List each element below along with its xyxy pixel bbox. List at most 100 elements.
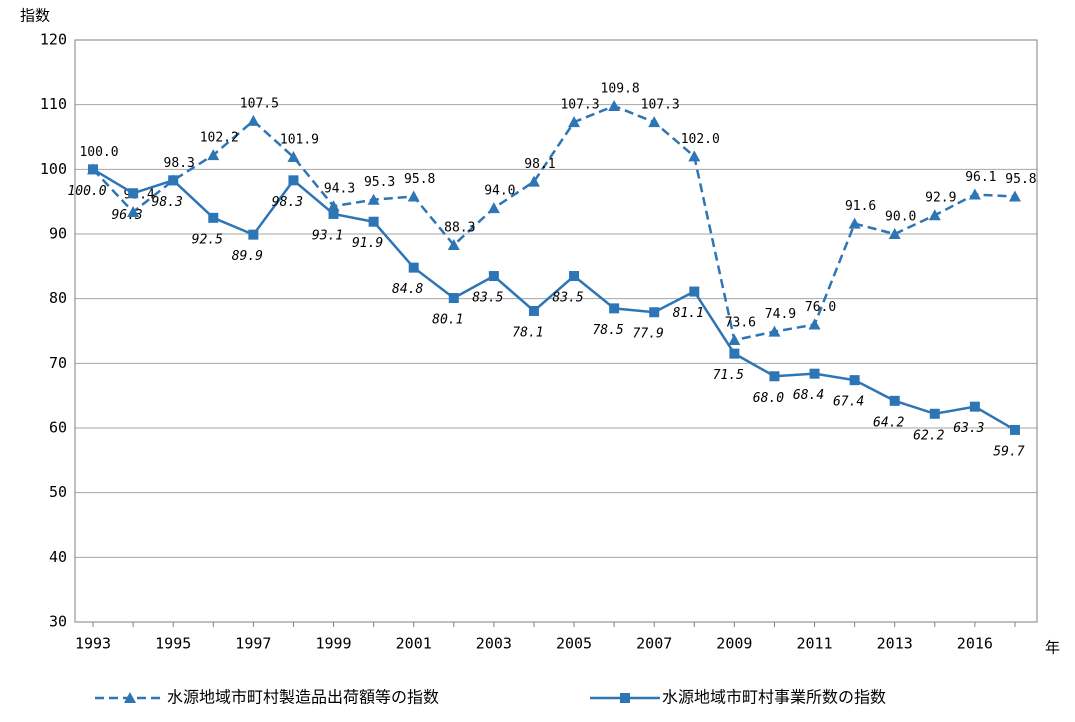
data-label: 101.9 <box>280 133 319 148</box>
data-label: 84.8 <box>392 282 423 297</box>
marker <box>649 307 660 318</box>
data-label: 94.3 <box>324 182 355 197</box>
data-label: 95.8 <box>1005 172 1036 187</box>
marker <box>929 408 940 419</box>
marker <box>968 188 981 200</box>
marker <box>248 229 259 240</box>
data-label: 102.2 <box>200 131 239 146</box>
marker <box>809 368 820 379</box>
data-label: 78.5 <box>592 323 623 338</box>
marker <box>448 293 459 304</box>
data-label: 80.1 <box>432 313 463 328</box>
marker <box>848 217 861 229</box>
marker <box>608 99 621 111</box>
marker <box>128 188 139 199</box>
legend-label: 水源地域市町村製造品出荷額等の指数 <box>167 688 439 707</box>
legend-marker <box>124 692 136 703</box>
data-label: 91.9 <box>352 236 383 251</box>
marker <box>328 208 339 219</box>
data-label: 98.3 <box>272 195 303 210</box>
y-tick-label: 90 <box>49 225 67 243</box>
data-label: 83.5 <box>472 291 503 306</box>
marker <box>1009 424 1020 435</box>
data-label: 90.0 <box>885 210 916 225</box>
data-label: 107.5 <box>240 96 279 111</box>
x-tick-label: 1995 <box>155 635 191 653</box>
marker <box>1008 190 1021 202</box>
data-label: 91.6 <box>845 199 876 214</box>
marker <box>889 395 900 406</box>
data-label: 63.3 <box>953 421 984 436</box>
marker <box>769 371 780 382</box>
marker <box>768 325 781 337</box>
marker <box>127 206 140 218</box>
data-label: 78.1 <box>512 325 543 340</box>
x-tick-label: 2016 <box>957 635 993 653</box>
marker <box>888 228 901 239</box>
marker <box>247 114 260 126</box>
data-label: 93.1 <box>312 228 343 243</box>
marker <box>168 175 179 186</box>
marker <box>527 175 540 187</box>
data-label: 95.8 <box>404 172 435 187</box>
x-tick-label: 2007 <box>636 635 672 653</box>
x-tick-label: 2005 <box>556 635 592 653</box>
y-tick-label: 60 <box>49 419 67 437</box>
marker <box>88 164 99 175</box>
data-label: 68.4 <box>793 388 824 403</box>
data-label: 62.2 <box>913 428 944 443</box>
data-label: 59.7 <box>993 444 1024 459</box>
marker <box>367 193 380 205</box>
marker <box>207 149 220 161</box>
data-label: 107.3 <box>641 98 680 113</box>
x-axis-title: 年 <box>1045 639 1060 657</box>
legend-marker <box>620 693 630 703</box>
series-line <box>92 168 1016 432</box>
marker <box>728 334 741 346</box>
marker <box>327 200 340 212</box>
data-label: 98.3 <box>152 195 183 210</box>
y-tick-label: 70 <box>49 354 67 372</box>
marker <box>928 209 941 221</box>
y-tick-label: 120 <box>40 31 67 49</box>
y-tick-label: 110 <box>40 95 67 113</box>
x-tick-label: 1993 <box>75 635 111 653</box>
marker <box>487 202 500 214</box>
data-label: 77.9 <box>633 327 664 342</box>
marker <box>208 212 219 223</box>
data-label: 89.9 <box>232 249 263 264</box>
legend-label: 水源地域市町村事業所数の指数 <box>662 688 886 707</box>
marker <box>447 238 460 250</box>
marker <box>969 401 980 412</box>
data-label: 96.3 <box>111 208 142 223</box>
data-label: 100.0 <box>79 145 118 160</box>
marker <box>288 175 299 186</box>
x-tick-label: 2001 <box>396 635 432 653</box>
marker <box>287 151 300 163</box>
marker <box>407 190 420 202</box>
marker <box>528 305 539 316</box>
plot-frame <box>74 39 1038 623</box>
data-label: 98.3 <box>164 156 195 171</box>
marker <box>729 348 740 359</box>
marker <box>568 116 581 128</box>
x-tick-label: 1997 <box>235 635 271 653</box>
data-label: 67.4 <box>833 395 864 410</box>
data-label: 94.0 <box>484 184 515 199</box>
marker <box>689 286 700 297</box>
marker <box>408 262 419 273</box>
marker <box>488 271 499 282</box>
data-label: 95.3 <box>364 175 395 190</box>
y-tick-label: 40 <box>49 548 67 566</box>
data-label: 73.6 <box>725 316 756 331</box>
marker <box>849 375 860 386</box>
data-label: 76.0 <box>805 300 836 315</box>
data-label: 71.5 <box>713 368 744 383</box>
marker <box>609 303 620 314</box>
data-label: 107.3 <box>560 98 599 113</box>
data-label: 92.9 <box>925 191 956 206</box>
series-line <box>92 104 1016 342</box>
data-label: 92.5 <box>192 232 223 247</box>
y-tick-label: 50 <box>49 483 67 501</box>
y-tick-label: 30 <box>49 613 67 631</box>
